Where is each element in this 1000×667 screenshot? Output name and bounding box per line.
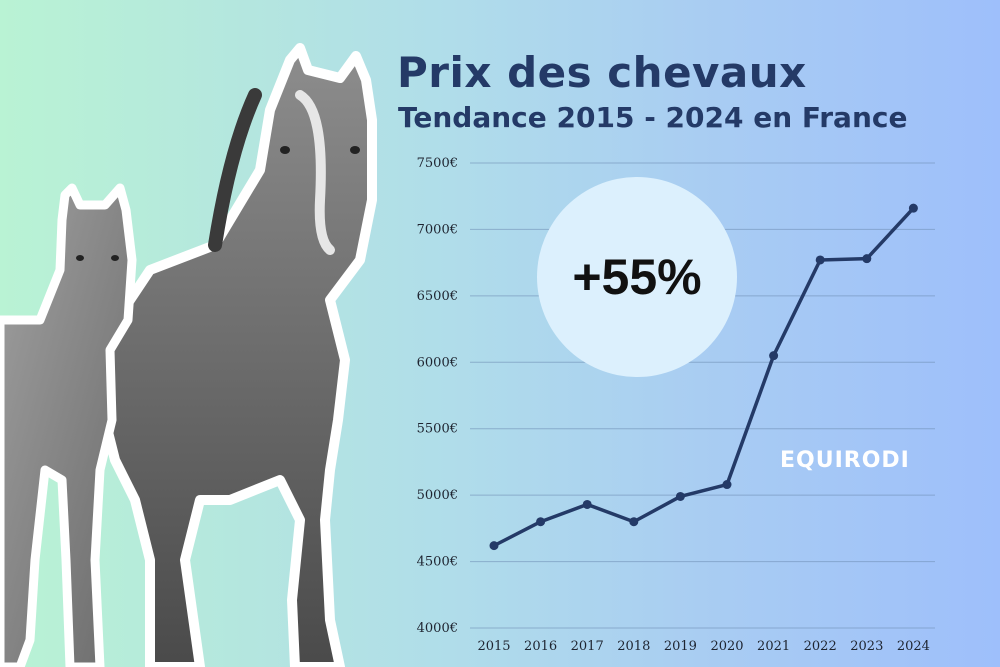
y-tick-label: 5500€ xyxy=(417,422,458,437)
data-point xyxy=(769,351,779,361)
growth-badge-label: +55% xyxy=(572,249,702,305)
foal-silhouette xyxy=(0,183,137,667)
data-point xyxy=(722,480,732,490)
y-tick-label: 6000€ xyxy=(417,355,458,370)
data-point xyxy=(675,491,685,501)
data-point xyxy=(582,499,592,509)
y-axis-ticks: 4000€ 4500€ 5000€ 5500€ 6000€ 6500€ 7000€ 7500€ xyxy=(417,156,458,636)
x-tick-label: 2017 xyxy=(571,639,604,654)
data-point xyxy=(629,517,639,527)
data-point xyxy=(908,203,918,213)
y-tick-label: 5000€ xyxy=(417,488,458,503)
chart-subtitle: Tendance 2015 - 2024 en France xyxy=(398,101,908,134)
y-tick-label: 7000€ xyxy=(417,222,458,237)
y-tick-label: 6500€ xyxy=(417,289,458,304)
data-point xyxy=(489,541,499,551)
x-tick-label: 2019 xyxy=(664,639,697,654)
x-tick-label: 2021 xyxy=(757,639,790,654)
growth-badge: +55% xyxy=(537,177,737,377)
x-tick-label: 2023 xyxy=(850,639,883,654)
x-axis-ticks: 2015 2016 2017 2018 2019 2020 2021 2022 2023 2024 xyxy=(477,639,929,654)
chart-title: Prix des chevaux xyxy=(397,48,807,97)
y-tick-label: 4500€ xyxy=(417,555,458,570)
x-tick-label: 2015 xyxy=(477,639,510,654)
x-tick-label: 2022 xyxy=(804,639,837,654)
y-tick-label: 4000€ xyxy=(417,621,458,636)
x-tick-label: 2018 xyxy=(617,639,650,654)
x-tick-label: 2020 xyxy=(710,639,743,654)
data-point xyxy=(862,254,872,264)
data-point xyxy=(815,255,825,265)
x-tick-label: 2024 xyxy=(897,639,930,654)
series-points xyxy=(489,203,918,551)
data-point xyxy=(536,517,546,527)
y-tick-label: 7500€ xyxy=(417,156,458,171)
series-line xyxy=(493,206,915,548)
brand-logo: EQUIRODI xyxy=(780,448,910,473)
x-tick-label: 2016 xyxy=(524,639,557,654)
